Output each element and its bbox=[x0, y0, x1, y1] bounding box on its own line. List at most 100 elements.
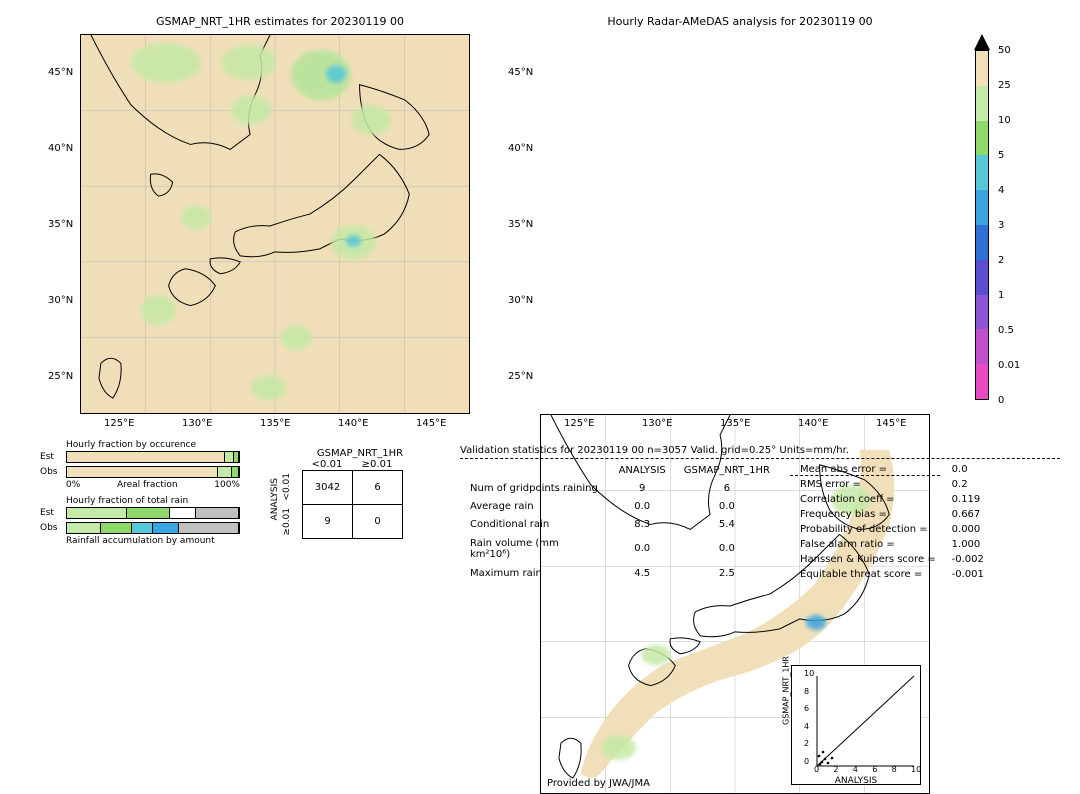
cbar-label: 2 bbox=[998, 255, 1004, 266]
metric-row: RMS error =0.2 bbox=[792, 478, 992, 491]
val-b: 0.0 bbox=[676, 498, 778, 514]
metric-val: -0.001 bbox=[946, 568, 992, 581]
cbar-seg bbox=[976, 86, 988, 121]
scatter-inset: ANALYSIS GSMAP_NRT_1HR 0246810 0246810 bbox=[791, 665, 921, 785]
rain-patch bbox=[231, 95, 271, 125]
map-tick: 145°E bbox=[416, 418, 446, 429]
metric-name: False alarm ratio = bbox=[792, 538, 944, 551]
cbar-label: 50 bbox=[998, 45, 1011, 56]
metric-name: Frequency bias = bbox=[792, 508, 944, 521]
metric-name: Hanssen & Kuipers score = bbox=[792, 553, 944, 566]
cbar-tri-bot bbox=[974, 400, 990, 416]
map-tick: 30°N bbox=[48, 295, 73, 306]
map-tick: 35°N bbox=[508, 219, 533, 230]
metric-val: 0.667 bbox=[946, 508, 992, 521]
rain-patch bbox=[221, 45, 276, 80]
cbar-seg bbox=[976, 51, 988, 86]
map-tick: 30°N bbox=[508, 295, 533, 306]
cbar-label: 0.01 bbox=[998, 360, 1020, 371]
bar-seg bbox=[232, 467, 239, 477]
bar-seg bbox=[67, 467, 218, 477]
bar-seg bbox=[179, 523, 239, 533]
map-tick: 25°N bbox=[48, 371, 73, 382]
scatter-xtick: 0 bbox=[814, 765, 819, 774]
bar-seg bbox=[67, 523, 101, 533]
scatter-xtick: 6 bbox=[872, 765, 877, 774]
metric-name: Probability of detection = bbox=[792, 523, 944, 536]
val-name: Conditional rain bbox=[462, 516, 609, 532]
cbar-seg bbox=[976, 260, 988, 295]
map-tick: 40°N bbox=[508, 143, 533, 154]
val-a: 9 bbox=[611, 481, 674, 497]
metric-row: False alarm ratio =1.000 bbox=[792, 538, 992, 551]
bar-seg bbox=[153, 523, 179, 533]
map-tick: 130°E bbox=[182, 418, 212, 429]
rain-patch bbox=[281, 325, 311, 350]
bar-seg bbox=[196, 508, 239, 518]
cbar-seg bbox=[976, 225, 988, 260]
colorbar bbox=[975, 50, 989, 400]
cont-rh1: ≥0.01 bbox=[282, 508, 300, 536]
val-b: 6 bbox=[676, 481, 778, 497]
metric-row: Frequency bias =0.667 bbox=[792, 508, 992, 521]
cbar-seg bbox=[976, 155, 988, 190]
rain-patch bbox=[601, 735, 636, 760]
bar-row: Obs bbox=[40, 521, 240, 535]
scatter-xtick: 4 bbox=[853, 765, 858, 774]
cbar-seg bbox=[976, 329, 988, 364]
val-b: 0.0 bbox=[676, 534, 778, 563]
metric-row: Probability of detection =0.000 bbox=[792, 523, 992, 536]
tot-caption: Rainfall accumulation by amount bbox=[66, 536, 240, 546]
val-a: 4.5 bbox=[611, 565, 674, 581]
map-tick: 140°E bbox=[338, 418, 368, 429]
bar-seg bbox=[218, 467, 232, 477]
cbar-seg bbox=[976, 295, 988, 330]
metric-val: 0.0 bbox=[946, 463, 992, 476]
scatter-ytick: 2 bbox=[804, 739, 809, 748]
bar-label: Obs bbox=[40, 523, 66, 533]
cont-ch0: <0.01 bbox=[302, 459, 352, 470]
metric-val: 0.000 bbox=[946, 523, 992, 536]
map-tick: 45°N bbox=[508, 67, 533, 78]
map-tick: 125°E bbox=[104, 418, 134, 429]
cbar-label: 25 bbox=[998, 80, 1011, 91]
cbar-label: 10 bbox=[998, 115, 1011, 126]
bar-row: Est bbox=[40, 450, 240, 464]
bar-track bbox=[66, 451, 240, 463]
map-tick: 135°E bbox=[720, 418, 750, 429]
val-a: 0.0 bbox=[611, 534, 674, 563]
bar-row: Est bbox=[40, 506, 240, 520]
bar-label: Obs bbox=[40, 467, 66, 477]
metric-row: Equitable threat score =-0.001 bbox=[792, 568, 992, 581]
cont-c11: 0 bbox=[353, 505, 403, 539]
rain-patch bbox=[346, 235, 361, 247]
bar-seg bbox=[101, 523, 132, 533]
val-name: Maximum rain bbox=[462, 565, 609, 581]
val-a: 0.0 bbox=[611, 498, 674, 514]
left-map bbox=[80, 34, 470, 414]
bar-seg bbox=[234, 452, 239, 462]
bar-seg bbox=[170, 508, 196, 518]
map-tick: 125°E bbox=[564, 418, 594, 429]
bar-seg bbox=[225, 452, 234, 462]
occ-axis-c: Areal fraction bbox=[117, 480, 178, 490]
metric-val: -0.002 bbox=[946, 553, 992, 566]
val-b: 2.5 bbox=[676, 565, 778, 581]
scatter-ytick: 10 bbox=[804, 669, 814, 678]
metric-row: Correlation coeff =0.119 bbox=[792, 493, 992, 506]
scatter-ytick: 0 bbox=[804, 757, 809, 766]
val-name: Num of gridpoints raining bbox=[462, 481, 609, 497]
cbar-seg bbox=[976, 121, 988, 156]
bar-seg bbox=[127, 508, 170, 518]
val-row: Maximum rain4.52.5 bbox=[462, 565, 778, 581]
tot-title: Hourly fraction of total rain bbox=[66, 496, 240, 506]
rain-patch bbox=[326, 65, 346, 83]
map-tick: 135°E bbox=[260, 418, 290, 429]
bar-seg bbox=[132, 523, 153, 533]
cbar-label: 5 bbox=[998, 150, 1004, 161]
bar-label: Est bbox=[40, 508, 66, 518]
val-col2: GSMAP_NRT_1HR bbox=[676, 463, 778, 479]
map-tick: 35°N bbox=[48, 219, 73, 230]
val-b: 5.4 bbox=[676, 516, 778, 532]
val-row: Rain volume (mm km²10⁶)0.00.0 bbox=[462, 534, 778, 563]
